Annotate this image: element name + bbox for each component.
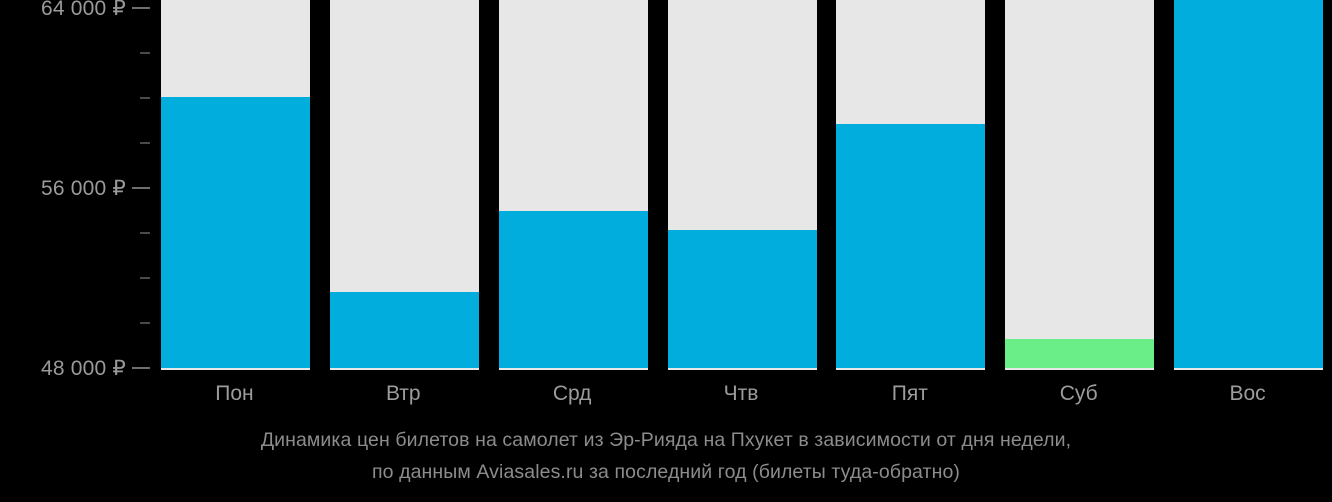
y-axis-tick-label: 64 000 ₽	[40, 0, 126, 20]
caption-line-2: по данным Aviasales.ru за последний год …	[372, 461, 960, 483]
caption-line-1: Динамика цен билетов на самолет из Эр-Ри…	[260, 429, 1072, 451]
bar-fill	[160, 96, 310, 368]
bar-column[interactable]	[1174, 0, 1324, 370]
x-axis-label-5: Пят	[891, 382, 928, 405]
y-axis-tick-mark	[132, 367, 150, 369]
y-axis-tick-mark	[140, 322, 150, 324]
x-axis-label-3: Срд	[552, 382, 592, 405]
bar-fill	[329, 291, 479, 368]
x-axis-label-7: Вос	[1229, 382, 1266, 405]
x-axis-label-1: Пон	[215, 382, 254, 405]
y-axis-tick-label: 48 000 ₽	[40, 356, 126, 380]
bar-column[interactable]	[667, 0, 817, 370]
y-axis-tick-mark	[140, 142, 150, 144]
bar-fill	[667, 230, 817, 368]
bar-column[interactable]	[836, 0, 986, 370]
y-axis-tick-mark	[140, 52, 150, 54]
bar-fill	[1005, 338, 1155, 368]
bar-column[interactable]	[498, 0, 648, 370]
y-axis-tick-mark	[140, 232, 150, 234]
y-axis-tick-mark	[132, 187, 150, 189]
y-axis: 64 000 ₽ 56 000 ₽ 48 000 ₽	[0, 0, 150, 379]
x-axis-label-2: Втр	[385, 382, 421, 405]
bar-column[interactable]	[1005, 0, 1155, 370]
x-axis: Пон Втр Срд Чтв Пят Суб Вос	[150, 370, 1332, 416]
chart-caption: Динамика цен билетов на самолет из Эр-Ри…	[0, 424, 1332, 488]
bar-column[interactable]	[160, 0, 310, 370]
y-axis-tick-label: 56 000 ₽	[40, 176, 126, 200]
y-axis-tick-mark	[140, 97, 150, 99]
x-axis-label-4: Чтв	[723, 382, 759, 405]
bar-track	[1005, 0, 1155, 370]
bar-fill	[1174, 0, 1324, 368]
plot-area	[150, 0, 1332, 370]
y-axis-tick-mark	[132, 7, 150, 9]
bar-fill	[836, 124, 986, 368]
x-axis-label-6: Суб	[1059, 382, 1098, 405]
bar-fill	[498, 210, 648, 368]
y-axis-tick-mark	[140, 277, 150, 279]
bar-column[interactable]	[329, 0, 479, 370]
